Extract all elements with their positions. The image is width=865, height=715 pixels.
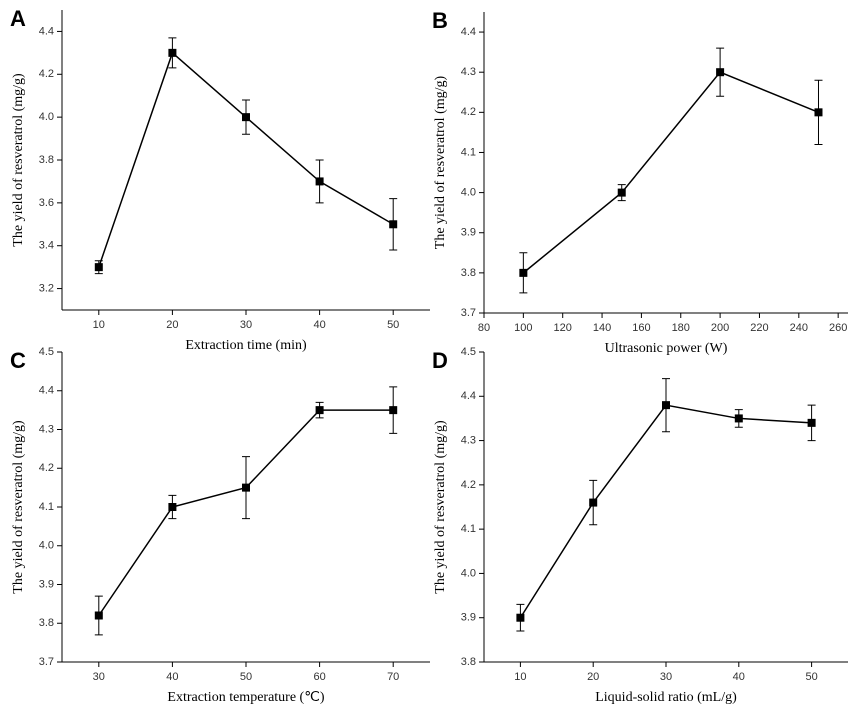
- y-tick-label: 3.6: [39, 197, 54, 209]
- y-tick-label: 3.9: [461, 227, 476, 239]
- marker: [734, 414, 743, 423]
- y-tick-label: 4.4: [39, 25, 54, 37]
- y-tick-label: 4.2: [461, 479, 476, 491]
- marker: [94, 611, 103, 620]
- marker: [814, 108, 823, 117]
- x-tick-label: 120: [554, 322, 572, 334]
- y-tick-label: 3.9: [39, 578, 54, 590]
- y-tick-label: 4.4: [461, 390, 476, 402]
- marker: [168, 48, 177, 57]
- x-tick-label: 50: [805, 671, 817, 683]
- y-tick-label: 3.8: [461, 656, 476, 668]
- marker: [315, 177, 324, 186]
- marker: [94, 263, 103, 272]
- x-tick-label: 30: [240, 319, 252, 331]
- y-tick-label: 4.0: [461, 567, 476, 579]
- y-axis-label: The yield of resveratrol (mg/g): [11, 73, 26, 247]
- y-tick-label: 4.0: [39, 111, 54, 123]
- x-tick-label: 10: [514, 671, 526, 683]
- x-axis-label: Extraction time (min): [185, 338, 307, 353]
- panel-label: B: [432, 8, 448, 33]
- y-tick-label: 3.7: [39, 656, 54, 668]
- x-tick-label: 30: [93, 671, 105, 683]
- x-tick-label: 140: [593, 322, 611, 334]
- x-tick-label: 160: [632, 322, 650, 334]
- x-tick-label: 260: [829, 322, 847, 334]
- x-tick-label: 50: [240, 671, 252, 683]
- marker: [389, 406, 398, 415]
- marker: [168, 503, 177, 511]
- data-line: [519, 404, 812, 619]
- y-axis-label: The yield of resveratrol (mg/g): [433, 75, 448, 249]
- y-tick-label: 3.9: [461, 612, 476, 624]
- x-tick-label: 50: [387, 319, 399, 331]
- y-tick-label: 4.2: [39, 68, 54, 80]
- y-tick-label: 3.8: [461, 267, 476, 279]
- x-tick-label: 20: [166, 319, 178, 331]
- panel-label: A: [10, 6, 26, 31]
- x-tick-label: 80: [478, 322, 490, 334]
- x-tick-label: 40: [733, 671, 745, 683]
- y-tick-label: 3.2: [39, 282, 54, 294]
- x-tick-label: 200: [711, 322, 729, 334]
- y-tick-label: 4.1: [461, 523, 476, 535]
- marker: [315, 406, 324, 415]
- x-axis-label: Ultrasonic power (W): [605, 341, 728, 356]
- y-tick-label: 4.4: [39, 385, 54, 397]
- marker: [516, 613, 525, 622]
- y-axis-label: The yield of resveratrol (mg/g): [433, 420, 448, 594]
- marker: [389, 220, 398, 229]
- y-tick-label: 4.5: [461, 346, 476, 358]
- x-tick-label: 20: [587, 671, 599, 683]
- y-tick-label: 4.1: [461, 146, 476, 158]
- marker: [807, 418, 816, 427]
- x-tick-label: 40: [313, 319, 325, 331]
- x-tick-label: 40: [166, 671, 178, 683]
- x-tick-label: 10: [93, 319, 105, 331]
- y-tick-label: 3.8: [39, 617, 54, 629]
- x-axis-label: Liquid-solid ratio (mL/g): [595, 690, 737, 705]
- x-axis-label: Extraction temperature (℃): [167, 690, 325, 705]
- marker: [589, 498, 598, 507]
- data-line: [98, 51, 394, 268]
- x-tick-label: 70: [387, 671, 399, 683]
- marker: [617, 188, 626, 197]
- y-tick-label: 4.3: [461, 434, 476, 446]
- x-tick-label: 100: [514, 322, 532, 334]
- x-tick-label: 240: [790, 322, 808, 334]
- marker: [662, 401, 670, 410]
- y-tick-label: 3.4: [39, 240, 54, 252]
- y-tick-label: 4.0: [39, 540, 54, 552]
- panel-label: D: [432, 348, 448, 373]
- y-tick-label: 3.8: [39, 154, 54, 166]
- y-tick-label: 4.0: [461, 187, 476, 199]
- marker: [242, 483, 250, 492]
- y-tick-label: 4.3: [39, 423, 54, 435]
- x-tick-label: 60: [313, 671, 325, 683]
- y-tick-label: 3.7: [461, 307, 476, 319]
- x-tick-label: 180: [672, 322, 690, 334]
- panel-label: C: [10, 348, 26, 373]
- y-tick-label: 4.2: [461, 106, 476, 118]
- y-tick-label: 4.1: [39, 501, 54, 513]
- y-tick-label: 4.5: [39, 346, 54, 358]
- y-tick-label: 4.4: [461, 26, 476, 38]
- x-tick-label: 30: [660, 671, 672, 683]
- y-tick-label: 4.2: [39, 462, 54, 474]
- y-axis-label: The yield of resveratrol (mg/g): [11, 420, 26, 594]
- data-line: [522, 71, 819, 274]
- marker: [519, 268, 528, 277]
- marker: [242, 113, 250, 122]
- marker: [716, 68, 725, 77]
- x-tick-label: 220: [750, 322, 768, 334]
- y-tick-label: 4.3: [461, 66, 476, 78]
